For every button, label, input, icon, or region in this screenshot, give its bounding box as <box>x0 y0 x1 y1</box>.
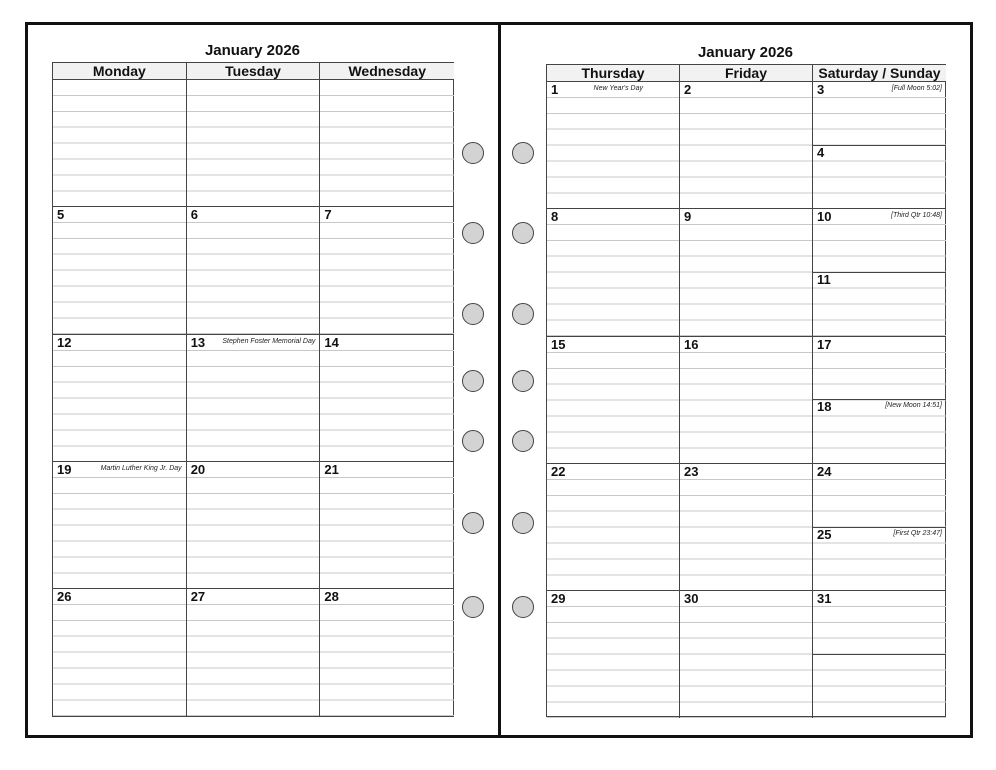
column-header-monday: Monday <box>53 63 187 80</box>
binder-hole-right <box>512 596 534 618</box>
day-cell: 20 <box>186 461 321 590</box>
weekend-divider <box>813 526 946 528</box>
day-number: 9 <box>684 209 692 225</box>
day-number: 24 <box>817 463 832 479</box>
binder-hole-left <box>462 142 484 164</box>
day-cell: 21 <box>320 461 455 590</box>
day-number: 11 <box>817 271 831 287</box>
day-number: 22 <box>551 463 566 479</box>
day-number: 3 <box>817 82 825 97</box>
weekend-divider <box>813 144 946 146</box>
day-cell <box>320 80 455 208</box>
day-cell <box>186 80 321 208</box>
day-number: 17 <box>817 336 832 352</box>
binder-hole-right <box>512 142 534 164</box>
binder-hole-left <box>462 222 484 244</box>
day-cell: 16 <box>680 336 813 464</box>
day-number: 20 <box>190 461 206 477</box>
binder-hole-right <box>512 222 534 244</box>
day-number: 12 <box>57 334 72 350</box>
day-cell: 29 <box>547 591 680 719</box>
day-cell: 24 25 [First Qtr 23:47] <box>813 463 946 592</box>
right-page-title: January 2026 <box>697 44 794 61</box>
left-calendar-grid: Monday Tuesday Wednesday 5 6 7 12 13 Stephen Fos… <box>52 62 455 717</box>
day-note: [Third Qtr 10:48] <box>891 212 942 220</box>
day-number: 29 <box>551 591 566 607</box>
weekend-divider <box>813 399 946 401</box>
day-cell: 1 New Year's Day <box>547 82 680 210</box>
day-number: 1 <box>551 82 559 97</box>
binder-hole-left <box>462 596 484 618</box>
day-number: 23 <box>684 463 699 479</box>
day-cell: 23 <box>680 463 813 592</box>
binder-hole-left <box>462 303 484 325</box>
day-number: 27 <box>190 589 206 605</box>
day-cell: 28 <box>320 589 455 717</box>
day-number: 4 <box>817 144 825 160</box>
right-calendar-grid: Thursday Friday Saturday / Sunday 1 New Year… <box>546 64 946 719</box>
day-number: 15 <box>551 336 566 352</box>
day-number: 2 <box>684 82 692 97</box>
day-number: 28 <box>324 589 339 605</box>
day-number: 5 <box>57 207 65 223</box>
day-note: New Year's Day <box>593 85 643 92</box>
binder-hole-right <box>512 303 534 325</box>
day-cell: 19 Martin Luther King Jr. Day <box>53 461 187 590</box>
left-page-title: January 2026 <box>204 42 301 59</box>
day-note: [New Moon 14:51] <box>885 402 942 410</box>
day-cell: 12 <box>53 334 187 462</box>
day-cell: 2 <box>680 82 813 210</box>
day-cell <box>53 80 187 208</box>
day-number: 19 <box>57 461 72 477</box>
day-number: 14 <box>324 334 339 350</box>
day-number: 31 <box>817 591 832 607</box>
column-header-thursday: Thursday <box>547 65 680 82</box>
day-number: 16 <box>684 336 699 352</box>
day-note: [Full Moon 5:02] <box>891 85 942 92</box>
day-cell: 7 <box>320 207 455 335</box>
weekend-divider <box>813 271 946 273</box>
day-cell: 9 <box>680 209 813 337</box>
binder-hole-left <box>462 370 484 392</box>
day-cell: 10 [Third Qtr 10:48] 11 <box>813 209 946 337</box>
day-cell: 17 18 [New Moon 14:51] <box>813 336 946 464</box>
day-note: Stephen Foster Memorial Day <box>222 337 316 345</box>
day-number: 21 <box>324 461 339 477</box>
day-number: 7 <box>324 207 332 223</box>
binder-hole-right <box>512 370 534 392</box>
day-number: 6 <box>190 207 198 223</box>
day-cell: 5 <box>53 207 187 335</box>
binder-hole-left <box>462 430 484 452</box>
day-cell: 31 <box>813 591 946 719</box>
day-number: 25 <box>817 526 832 542</box>
column-header-friday: Friday <box>680 65 813 82</box>
day-cell: 15 <box>547 336 680 464</box>
day-note: [First Qtr 23:47] <box>893 529 942 537</box>
day-cell: 13 Stephen Foster Memorial Day <box>186 334 321 462</box>
day-cell: 6 <box>186 207 321 335</box>
day-cell: 22 <box>547 463 680 592</box>
day-cell: 30 <box>680 591 813 719</box>
day-cell: 14 <box>320 334 455 462</box>
day-number: 8 <box>551 209 559 225</box>
weekend-divider <box>813 653 946 655</box>
day-cell: 8 <box>547 209 680 337</box>
day-number: 13 <box>190 334 206 350</box>
binder-hole-right <box>512 512 534 534</box>
day-number: 10 <box>817 209 832 225</box>
day-note: Martin Luther King Jr. Day <box>100 464 182 472</box>
day-number: 18 <box>817 399 832 415</box>
day-number: 30 <box>684 591 699 607</box>
column-header-saturday-sunday: Saturday / Sunday <box>813 65 946 82</box>
binder-hole-left <box>462 512 484 534</box>
column-header-tuesday: Tuesday <box>186 63 321 80</box>
day-cell: 3 [Full Moon 5:02] 4 <box>813 82 946 210</box>
column-header-wednesday: Wednesday <box>320 63 455 80</box>
day-cell: 27 <box>186 589 321 717</box>
day-number: 26 <box>57 589 72 605</box>
binder-hole-right <box>512 430 534 452</box>
day-cell: 26 <box>53 589 187 717</box>
